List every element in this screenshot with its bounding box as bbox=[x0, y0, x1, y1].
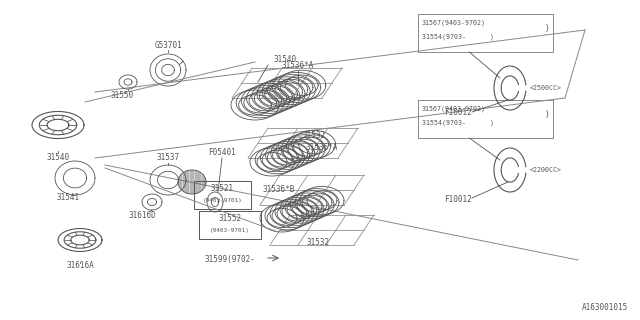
Text: G53701: G53701 bbox=[154, 41, 182, 50]
Text: 31616D: 31616D bbox=[128, 211, 156, 220]
Text: 31550: 31550 bbox=[111, 91, 134, 100]
Text: 31554(9703-      ): 31554(9703- ) bbox=[422, 33, 494, 39]
Text: (9403-9701): (9403-9701) bbox=[203, 198, 243, 203]
Text: 31567(9403-9702): 31567(9403-9702) bbox=[422, 105, 486, 111]
Text: 31536*B: 31536*B bbox=[262, 185, 294, 194]
Text: 31537: 31537 bbox=[156, 153, 180, 162]
Text: 31541: 31541 bbox=[56, 193, 79, 202]
Text: 31599(9702-: 31599(9702- bbox=[205, 255, 255, 264]
Text: 31552: 31552 bbox=[218, 214, 241, 223]
Text: 31567(9403-9702): 31567(9403-9702) bbox=[422, 19, 486, 26]
Text: 31540: 31540 bbox=[47, 153, 70, 162]
Text: A163001015: A163001015 bbox=[582, 303, 628, 312]
Text: 31521: 31521 bbox=[211, 184, 234, 193]
Text: 31554(9703-      ): 31554(9703- ) bbox=[422, 119, 494, 125]
Text: 31536*A: 31536*A bbox=[305, 143, 337, 152]
Text: 31536*A: 31536*A bbox=[282, 61, 314, 70]
Text: F10012: F10012 bbox=[444, 195, 472, 204]
Text: <2500CC>: <2500CC> bbox=[530, 85, 562, 91]
Text: (9403-9701): (9403-9701) bbox=[210, 228, 250, 233]
Text: 31532: 31532 bbox=[302, 131, 325, 140]
Text: <2200CC>: <2200CC> bbox=[530, 167, 562, 173]
Text: 31540: 31540 bbox=[273, 55, 296, 64]
Text: 31616A: 31616A bbox=[66, 261, 94, 270]
Text: ): ) bbox=[545, 110, 550, 119]
Text: F05401: F05401 bbox=[208, 148, 236, 157]
Text: ): ) bbox=[545, 24, 550, 33]
Text: F10012: F10012 bbox=[444, 108, 472, 117]
Text: 31532: 31532 bbox=[307, 238, 330, 247]
